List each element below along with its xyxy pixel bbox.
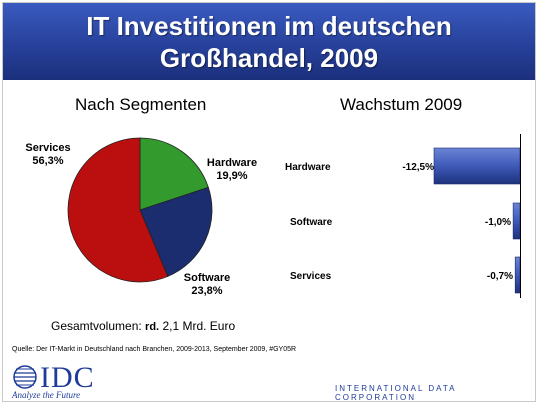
- bar-subtitle: Wachstum 2009: [340, 95, 463, 114]
- idc-tagline: Analyze the Future: [12, 390, 81, 400]
- pie-label-software-value: 23,8%: [191, 285, 223, 297]
- bar-category-hardware: Hardware: [285, 162, 331, 173]
- corporation-name: INTERNATIONAL DATA CORPORATION: [335, 384, 457, 402]
- bar-category-services: Services: [290, 271, 332, 282]
- bar-software: [512, 202, 521, 240]
- idc-logo-text: IDC: [40, 361, 95, 394]
- bar-value-services: -0,7%: [486, 271, 513, 282]
- total-value: 2,1 Mrd. Euro: [159, 319, 236, 333]
- pie-label-software: Software 23,8%: [176, 272, 238, 298]
- pie-label-software-name: Software: [183, 272, 231, 284]
- source-note: Quelle: Der IT-Markt in Deutschland nach…: [12, 346, 297, 353]
- globe-icon: [13, 365, 37, 389]
- pie-slice-hardware: [139, 137, 209, 211]
- total-bold: rd.: [145, 321, 160, 333]
- slide-title-line-2: Großhandel, 2009: [159, 43, 379, 73]
- pie-label-services: Services 56,3%: [18, 142, 78, 168]
- pie-subtitle: Nach Segmenten: [75, 95, 207, 114]
- total-volume: Gesamtvolumen: rd. 2,1 Mrd. Euro: [51, 319, 235, 333]
- bar-value-hardware: -12,5%: [402, 162, 434, 173]
- pie-slice-services: [67, 137, 169, 283]
- pie-label-hardware-name: Hardware: [206, 157, 258, 169]
- pie-label-hardware-value: 19,9%: [216, 170, 248, 182]
- pie-label-services-name: Services: [25, 142, 71, 154]
- total-prefix: Gesamtvolumen:: [51, 319, 146, 333]
- bar-value-software: -1,0%: [484, 217, 511, 228]
- bar-category-software: Software: [290, 217, 333, 228]
- slide-frame: [2, 2, 536, 402]
- slide-title-line-1: IT Investitionen im deutschen: [86, 11, 452, 41]
- bar-hardware: [433, 147, 521, 185]
- bar-axis-line: [520, 134, 521, 298]
- pie-label-services-value: 56,3%: [32, 155, 64, 167]
- title-banner: IT Investitionen im deutschen Großhandel…: [3, 3, 535, 80]
- pie-label-hardware: Hardware 19,9%: [200, 157, 264, 183]
- pie-slice-software: [139, 186, 213, 277]
